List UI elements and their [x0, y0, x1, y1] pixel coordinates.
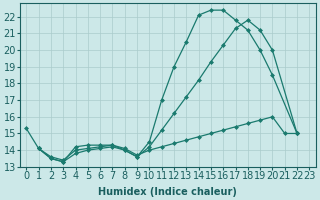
X-axis label: Humidex (Indice chaleur): Humidex (Indice chaleur) — [98, 187, 237, 197]
